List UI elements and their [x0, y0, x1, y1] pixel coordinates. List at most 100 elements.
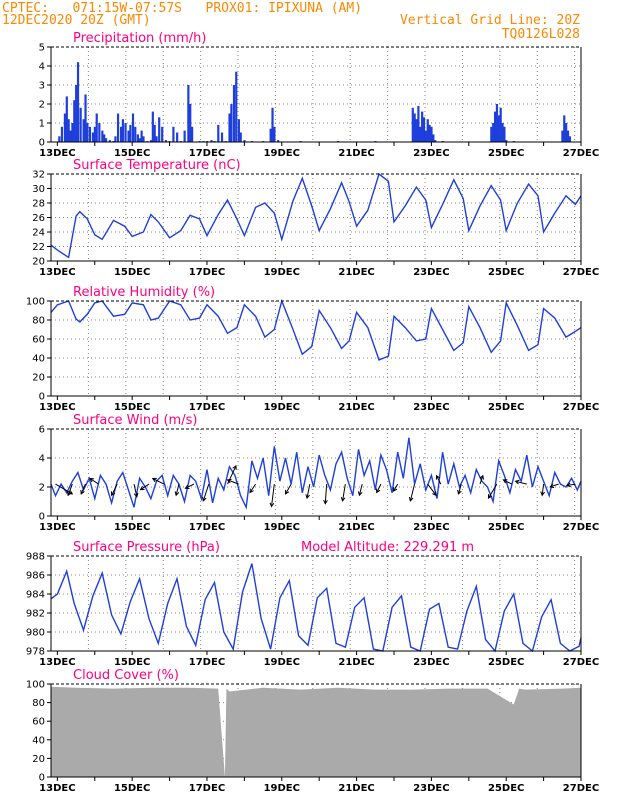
wind-arrow-head — [80, 489, 85, 495]
x-tick-label: 21DEC — [338, 402, 374, 413]
wind-arrow-head — [184, 484, 190, 489]
x-tick-label: 13DEC — [39, 267, 75, 278]
pressure-title: Surface Pressure (hPa) — [73, 540, 220, 555]
wind-arrow — [342, 484, 346, 501]
wind-arrow-head — [565, 482, 571, 488]
x-tick-label: 13DEC — [39, 148, 75, 159]
x-tick-label: 21DEC — [338, 267, 374, 278]
wind-arrow-head — [285, 489, 290, 495]
rh-title: Relative Humidity (%) — [73, 285, 215, 300]
x-tick-label: 17DEC — [189, 402, 225, 413]
wind-arrow — [306, 484, 311, 499]
precip-bar — [415, 119, 418, 142]
precip-bar — [121, 119, 125, 142]
y-tick-label: 60 — [32, 717, 45, 728]
precip-bar — [65, 96, 68, 142]
precip-bar — [503, 126, 506, 142]
x-tick-label: 17DEC — [189, 657, 225, 668]
y-tick-label: 32 — [32, 170, 45, 181]
wind-arrow-head — [269, 502, 275, 508]
x-tick-label: 27DEC — [563, 522, 599, 533]
x-tick-label: 23DEC — [413, 402, 449, 413]
x-tick-label: 15DEC — [114, 148, 150, 159]
x-tick-label: 15DEC — [114, 657, 150, 668]
wind-arrow — [550, 483, 559, 488]
wind-arrow — [376, 483, 382, 493]
x-tick-label: 25DEC — [488, 657, 524, 668]
x-tick-label: 13DEC — [39, 657, 75, 668]
x-tick-label: 27DEC — [563, 148, 599, 159]
x-tick-label: 15DEC — [114, 402, 150, 413]
wind-arrow-head — [549, 483, 555, 489]
temp-panel: 20 22 24 26 28 30 32 13DEC 15DEC 17DEC 19DEC 21DEC 2… — [32, 158, 599, 278]
x-tick-label: 25DEC — [488, 148, 524, 159]
y-tick-label: 20 — [32, 257, 45, 268]
x-tick-label: 13DEC — [39, 783, 75, 794]
header-station-line: CPTEC: 071:15W-07:57S PROX01: IPIXUNA (A… — [2, 1, 363, 16]
x-tick-label: 15DEC — [114, 783, 150, 794]
wind-arrow-head — [479, 474, 485, 480]
y-tick-label: 40 — [32, 354, 45, 365]
x-tick-label: 17DEC — [189, 522, 225, 533]
y-tick-label: 40 — [32, 735, 45, 746]
wind-title: Surface Wind (m/s) — [73, 413, 197, 428]
precip-bar — [499, 107, 502, 142]
wind-arrow — [409, 483, 416, 502]
temp-title: Surface Temperature (nC) — [73, 158, 241, 173]
wind-arrow-head — [432, 491, 437, 497]
wind-arrow-head — [408, 496, 414, 502]
precip-bar — [149, 140, 153, 142]
precip-bar — [230, 104, 233, 142]
y-tick-label: 984 — [26, 590, 45, 601]
wind-arrow — [111, 483, 118, 496]
x-tick-label: 23DEC — [413, 657, 449, 668]
precip-bar — [82, 119, 85, 142]
x-tick-label: 19DEC — [264, 783, 300, 794]
wind-arrow-head — [202, 496, 207, 502]
precip-bar — [91, 132, 95, 142]
y-tick-label: 100 — [26, 297, 45, 308]
precip-bar — [119, 126, 123, 142]
precip-bar — [71, 123, 74, 142]
y-tick-label: 6 — [39, 425, 45, 436]
precip-bar — [138, 138, 141, 142]
precip-title: Precipitation (mm/h) — [73, 31, 206, 46]
wind-arrow — [152, 478, 165, 485]
wind-arrow — [436, 475, 442, 485]
precip-bar — [565, 123, 568, 142]
precip-bar — [67, 119, 70, 142]
wind-arrow — [324, 484, 328, 504]
y-tick-label: 3 — [39, 81, 45, 92]
precip-bar — [269, 128, 272, 142]
y-tick-label: 30 — [32, 184, 45, 195]
precip-bar — [153, 124, 156, 142]
wind-arrow — [227, 479, 239, 485]
precip-bar — [79, 107, 82, 142]
wind-arrow — [185, 483, 195, 489]
x-tick-label: 25DEC — [488, 267, 524, 278]
precip-bar — [129, 124, 132, 142]
wind-arrow — [393, 483, 399, 492]
precip-bar — [164, 140, 168, 142]
precip-bar — [217, 124, 220, 142]
precip-bar — [88, 126, 92, 142]
x-tick-label: 25DEC — [488, 783, 524, 794]
wind-arrow-head — [357, 491, 363, 497]
precip-bar — [426, 119, 429, 142]
wind-arrow-head — [435, 474, 441, 480]
precip-bar — [432, 134, 435, 142]
wind-arrow — [67, 483, 73, 496]
x-tick-label: 27DEC — [563, 267, 599, 278]
wind-arrow — [541, 484, 545, 496]
wind-arrow — [133, 483, 138, 497]
x-tick-label: 17DEC — [189, 148, 225, 159]
precip-bar — [60, 126, 64, 142]
precip-bar — [63, 113, 67, 142]
precip-bar — [84, 94, 87, 142]
precip-bar — [490, 126, 493, 142]
wind-arrow-head — [151, 477, 157, 483]
precip-bar — [75, 85, 78, 142]
y-tick-label: 80 — [32, 316, 45, 327]
y-tick-label: 0 — [39, 512, 45, 523]
precip-bar — [142, 136, 145, 142]
